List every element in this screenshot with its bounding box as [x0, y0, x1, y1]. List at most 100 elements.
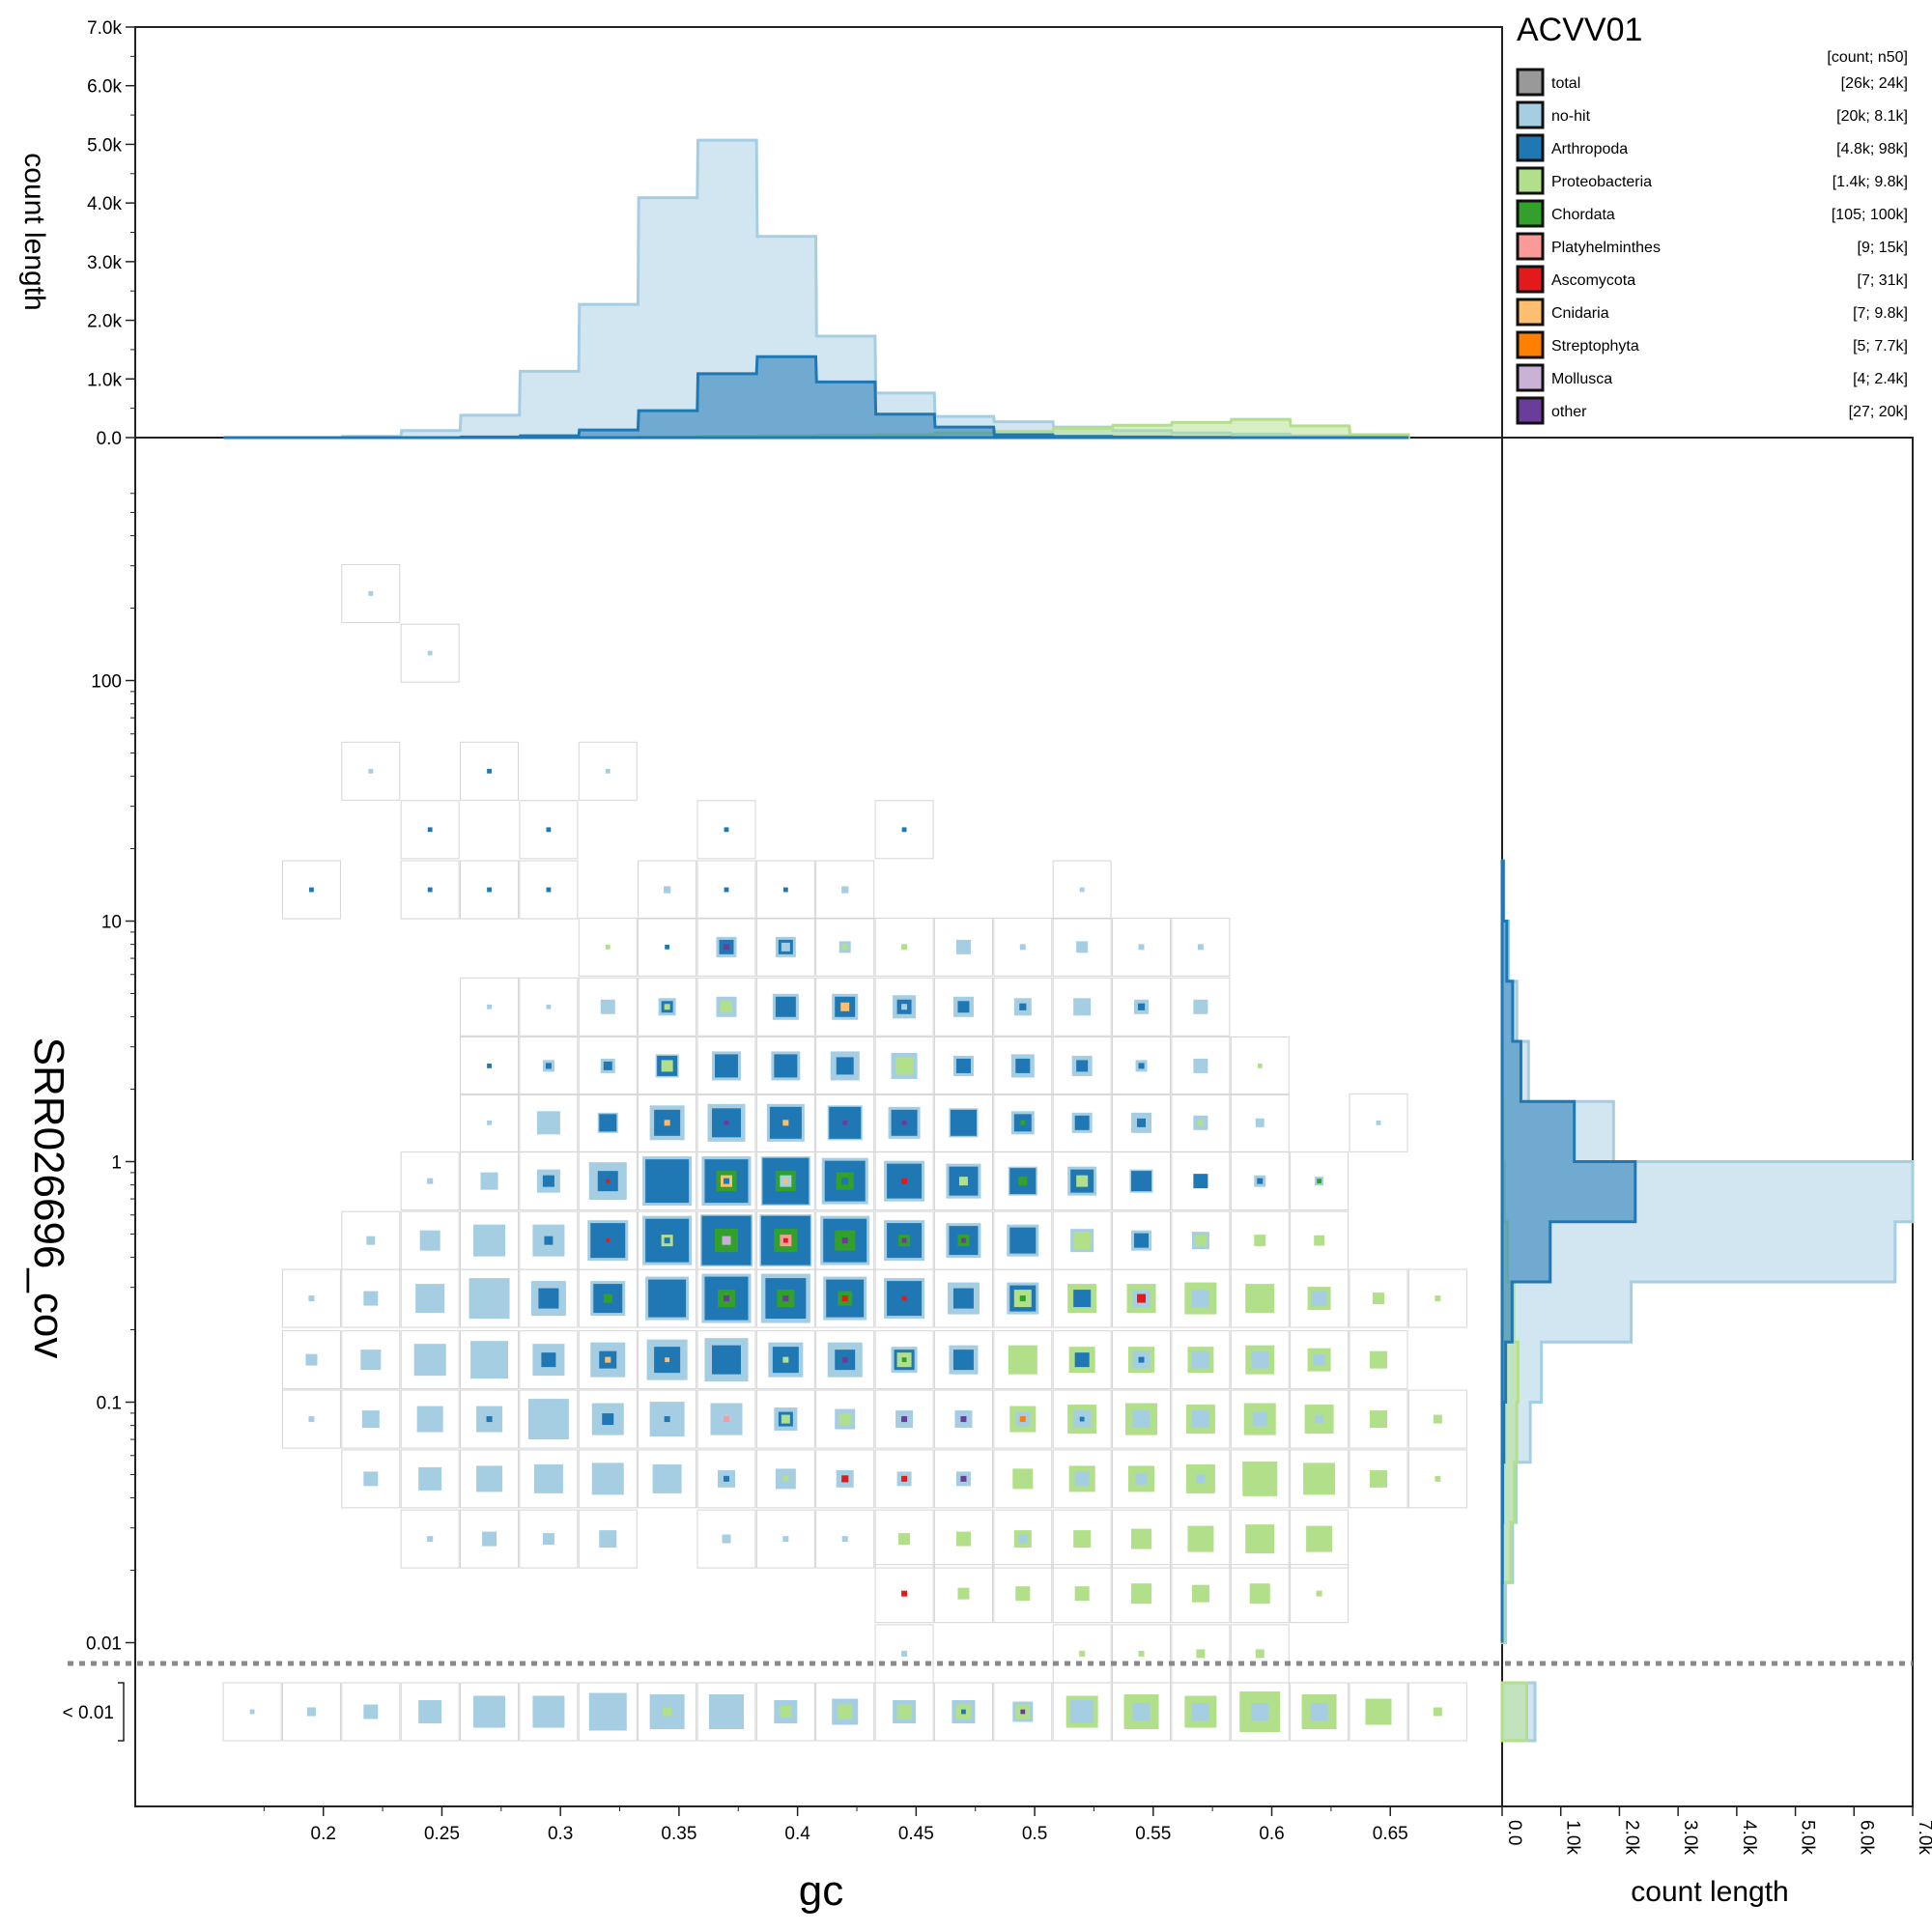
bin-cell	[1230, 1564, 1290, 1624]
bin-square-proteobacteria	[1303, 1463, 1336, 1495]
bin-square-proteobacteria	[663, 1707, 672, 1717]
bin-cell	[341, 1268, 401, 1328]
bin-square-no-hit	[591, 1463, 624, 1495]
bin	[874, 1036, 934, 1095]
bin-square-cnidaria	[840, 1002, 850, 1011]
bin-square-no-hit	[1191, 1350, 1209, 1369]
bin-square-no-hit	[366, 1236, 376, 1245]
bin-below-threshold	[1052, 1682, 1112, 1742]
bin	[933, 917, 993, 977]
bin-square-arthropoda	[665, 944, 670, 950]
bin	[460, 860, 520, 920]
bin	[460, 1509, 520, 1569]
bin	[1349, 1449, 1408, 1509]
bin-cell	[638, 1682, 697, 1742]
bin-square-no-hit	[473, 1224, 506, 1257]
bin-cell	[993, 1268, 1053, 1328]
bin-square-no-hit	[361, 1410, 380, 1429]
bin-square-arthropoda	[1138, 1063, 1145, 1069]
cov-count-tick-label: 2.0k	[1621, 1820, 1641, 1855]
bin-square-arthropoda	[955, 1058, 971, 1073]
bin	[1112, 1564, 1172, 1624]
bin	[1112, 1268, 1172, 1328]
bin-square-proteobacteria	[1249, 1583, 1270, 1605]
bin-square-arthropoda	[544, 1236, 554, 1245]
bin-cell	[638, 1330, 697, 1390]
x-tick-label: 0.35	[661, 1824, 696, 1844]
bin-square-other	[901, 1416, 908, 1423]
bin-square-no-hit	[1196, 1474, 1206, 1484]
bin-cell	[1171, 977, 1231, 1037]
bin	[578, 977, 638, 1037]
bin-cell	[696, 1036, 756, 1095]
bin-square-no-hit	[708, 1694, 744, 1729]
bin-square-other	[960, 1475, 967, 1482]
bin	[874, 1389, 934, 1449]
bin-square-arthropoda	[545, 1063, 552, 1069]
bin-square-ascomycota	[901, 1295, 907, 1301]
bin-square-proteobacteria	[898, 1533, 911, 1546]
legend-item-arthropoda: Arthropoda [4.8k; 98k]	[1516, 133, 1908, 162]
bin	[1290, 1210, 1350, 1270]
bin-cell	[281, 1389, 341, 1449]
bin-square-no-hit	[306, 1707, 316, 1717]
bin-square-proteobacteria	[1245, 1524, 1275, 1554]
bin-square-proteobacteria	[838, 1413, 851, 1426]
bin	[400, 860, 460, 920]
bin-cell	[460, 1036, 520, 1095]
bin-square-ascomycota	[841, 1295, 848, 1302]
bin-cell	[1171, 1509, 1231, 1569]
bin-square-chordata	[1019, 1295, 1026, 1302]
bin-cell	[1290, 1449, 1350, 1509]
bin	[638, 977, 697, 1037]
bin-below-threshold	[933, 1682, 993, 1742]
bin-square-no-hit	[1070, 1700, 1094, 1723]
bin-square-proteobacteria	[1316, 1590, 1322, 1597]
legend-stats: [4.8k; 98k]	[1836, 141, 1908, 157]
bin-cell	[1407, 1682, 1467, 1742]
bin	[933, 1036, 993, 1095]
bin-cell	[1230, 1330, 1290, 1390]
bin-cell	[281, 1330, 341, 1390]
bin-cell	[1052, 1509, 1112, 1569]
bin-cell	[578, 1509, 638, 1569]
bin-square-no-hit	[305, 1353, 318, 1366]
bin-square-arthropoda	[1076, 1060, 1089, 1072]
bin	[993, 917, 1053, 977]
bin-square-chordata	[1018, 1177, 1028, 1186]
legend-label: other	[1551, 404, 1587, 420]
bin	[400, 1268, 460, 1328]
bin-square-no-hit	[527, 1399, 569, 1440]
bin	[519, 1509, 579, 1569]
count-tick-label: 3.0k	[87, 253, 122, 273]
bin-square-arthropoda	[724, 827, 729, 833]
legend-swatch	[1516, 396, 1545, 425]
bin	[1290, 1449, 1350, 1509]
bin	[1171, 1093, 1231, 1152]
bin	[1052, 1036, 1112, 1095]
bin-square-proteobacteria	[1372, 1293, 1384, 1305]
bin-cell	[815, 1036, 875, 1095]
bin-cell	[696, 800, 756, 860]
legend-label: Cnidaria	[1551, 305, 1609, 322]
bin-square-proteobacteria	[1012, 1468, 1034, 1490]
cov-count-tick-label: 6.0k	[1856, 1820, 1876, 1855]
bin	[400, 1389, 460, 1449]
bin-square-ascomycota	[606, 1179, 611, 1183]
bin-square-proteobacteria	[1254, 1235, 1266, 1247]
bin-cell	[993, 1564, 1053, 1624]
bin-cell	[874, 1682, 934, 1742]
bin-square-arthropoda	[836, 1057, 854, 1075]
bin	[1230, 1093, 1290, 1152]
legend-swatch	[1516, 330, 1545, 359]
bin	[1230, 1389, 1290, 1449]
bin	[341, 1449, 401, 1509]
bin-cell	[1230, 1449, 1290, 1509]
bin	[519, 1151, 579, 1211]
cov-hist-below-proteobacteria	[1500, 1681, 1528, 1743]
legend-swatch	[1516, 298, 1545, 327]
bin-square-no-hit	[413, 1344, 446, 1377]
bin	[755, 917, 815, 977]
bin	[815, 917, 875, 977]
bin-cell	[460, 977, 520, 1037]
